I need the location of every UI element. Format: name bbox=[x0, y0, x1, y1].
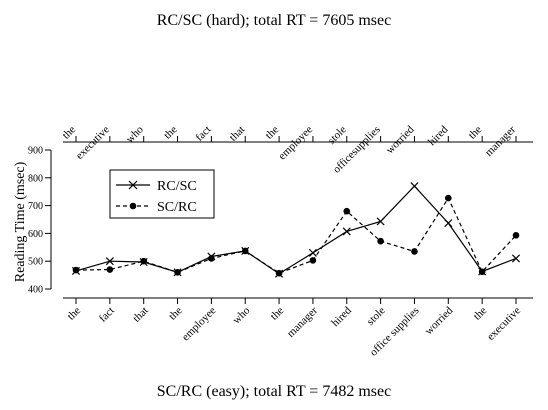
y-ticks: 400 500 600 700 800 900 bbox=[28, 146, 51, 296]
top-word-label: the bbox=[263, 124, 281, 142]
scrc-point bbox=[140, 257, 147, 265]
bottom-word-label: worried bbox=[423, 304, 456, 337]
scrc-point bbox=[106, 266, 114, 273]
bottom-word-label: the bbox=[167, 305, 185, 323]
bottom-word-label: executive bbox=[485, 305, 523, 343]
bottom-word-label: who bbox=[230, 304, 252, 326]
legend-rcsc-label: RC/SC bbox=[157, 179, 197, 194]
legend-box bbox=[109, 169, 215, 219]
y-tick-label: 500 bbox=[28, 257, 43, 268]
bottom-word-label: employee bbox=[180, 305, 219, 344]
series-layer bbox=[71, 182, 521, 278]
rcsc-point bbox=[444, 219, 453, 228]
scrc-point bbox=[512, 232, 520, 239]
bottom-word-label: the bbox=[65, 305, 83, 323]
top-word-label: the bbox=[162, 124, 180, 142]
rcsc-point bbox=[376, 217, 385, 226]
series-line-sc-rc bbox=[75, 196, 517, 274]
scrc-point bbox=[377, 237, 384, 245]
scrc-point bbox=[343, 207, 351, 215]
legend-scrc-label: SC/RC bbox=[157, 200, 197, 215]
y-tick-label: 900 bbox=[28, 146, 43, 157]
legend-scrc-marker bbox=[129, 202, 137, 210]
rcsc-point bbox=[511, 254, 521, 263]
series-line-rc-sc bbox=[75, 185, 517, 275]
bottom-word-label: the bbox=[471, 305, 489, 323]
y-tick-label: 600 bbox=[28, 229, 43, 240]
rcsc-point bbox=[342, 227, 351, 236]
y-axis-label: Reading Time (msec) bbox=[13, 161, 28, 282]
top-word-label: worried bbox=[384, 123, 417, 156]
top-word-label: stole bbox=[326, 124, 349, 147]
scrc-point bbox=[208, 255, 215, 262]
bottom-word-label: manager bbox=[285, 304, 320, 339]
scrc-point bbox=[309, 257, 317, 264]
scrc-point bbox=[478, 268, 486, 276]
bottom-word-label: the bbox=[268, 305, 286, 323]
rcsc-point bbox=[308, 248, 317, 257]
y-tick-label: 400 bbox=[28, 285, 43, 296]
rcsc-point bbox=[105, 257, 114, 266]
scrc-point bbox=[174, 269, 181, 276]
top-word-label: hired bbox=[426, 123, 451, 148]
top-word-label: manager bbox=[483, 123, 518, 158]
y-tick-label: 700 bbox=[28, 201, 43, 212]
top-word-label: the bbox=[60, 124, 78, 142]
top-word-label: fact bbox=[193, 124, 213, 144]
legend: RC/SC SC/RC bbox=[109, 169, 215, 219]
scrc-point bbox=[241, 247, 249, 255]
scrc-point bbox=[445, 194, 452, 202]
bottom-word-label: that bbox=[131, 305, 151, 325]
legend-rcsc-marker bbox=[128, 180, 138, 190]
top-word-label: the bbox=[466, 124, 484, 142]
top-word-label: executive bbox=[74, 124, 112, 162]
chart-title-top: RC/SC (hard); total RT = 7605 msec bbox=[157, 12, 391, 29]
rcsc-point bbox=[410, 182, 419, 191]
bottom-word-label: fact bbox=[97, 305, 117, 325]
top-word-label: employee bbox=[276, 124, 315, 163]
bottom-word-label: stole bbox=[365, 305, 388, 328]
top-word-label: that bbox=[227, 124, 247, 144]
scrc-point bbox=[72, 266, 80, 274]
y-tick-label: 800 bbox=[28, 173, 43, 184]
bottom-word-label: hired bbox=[329, 304, 354, 329]
scrc-point bbox=[411, 248, 418, 255]
chart-title-bottom: SC/RC (easy); total RT = 7482 msec bbox=[157, 383, 391, 400]
scrc-point bbox=[275, 269, 283, 277]
